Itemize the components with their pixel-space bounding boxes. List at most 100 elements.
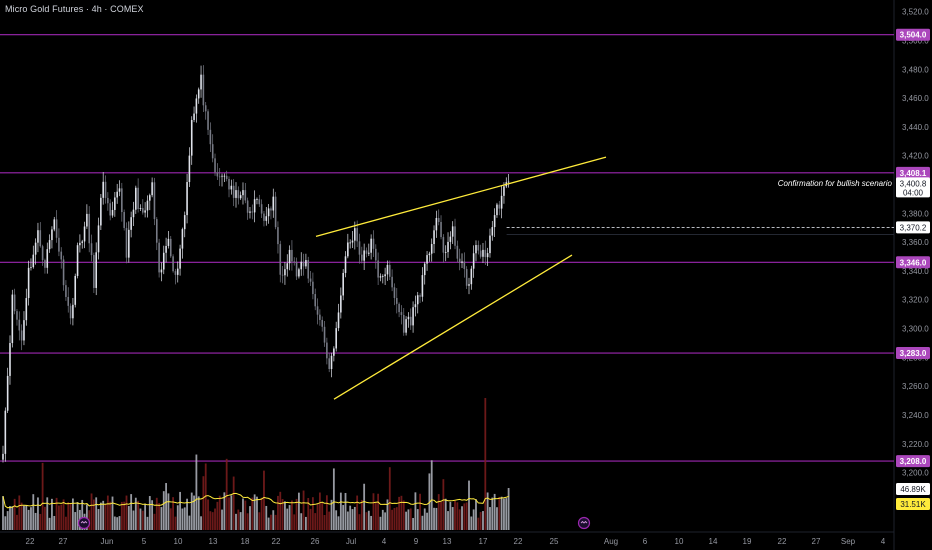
candle-body (358, 241, 361, 255)
candle-body (97, 225, 100, 253)
candle-body (137, 187, 139, 209)
volume-bar (479, 512, 482, 530)
volume-bar (92, 499, 95, 530)
candle-body (391, 276, 393, 288)
volume-bar (188, 515, 191, 530)
candle-body (62, 259, 65, 286)
volume-bar (407, 509, 410, 530)
candle-body (155, 219, 158, 243)
previous-close-tag (896, 221, 930, 234)
candle-body (277, 227, 279, 245)
volume-bar (165, 483, 167, 530)
candle-body (335, 328, 337, 349)
candle-body (125, 227, 128, 258)
volume-bar (23, 505, 25, 530)
volume-bar (4, 516, 7, 530)
volume-bar (232, 476, 235, 530)
volume-bar (200, 516, 202, 530)
wedge-upper-trendline[interactable] (315, 156, 607, 237)
level-tag (896, 28, 930, 41)
volume-bar (169, 508, 172, 530)
volume-bar (111, 496, 114, 530)
candle-body (412, 307, 414, 326)
candle-body (381, 276, 384, 277)
volume-bar (274, 514, 277, 530)
candle-body (142, 208, 144, 213)
volume-bar (72, 498, 74, 530)
volume-bar (465, 502, 468, 530)
volume-bar (32, 494, 35, 530)
candle-body (419, 295, 421, 297)
candle-body (160, 269, 163, 273)
candle-body (186, 182, 188, 216)
volume-bar (484, 398, 487, 530)
candle-body (260, 204, 263, 214)
volume-bar (16, 514, 18, 530)
volume-bar (239, 512, 242, 530)
volume-bar (381, 509, 384, 530)
candle-body (437, 217, 440, 222)
volume-bar (211, 512, 214, 530)
volume-bar (246, 513, 249, 530)
candle-body (44, 260, 46, 268)
volume-bar (62, 499, 65, 530)
volume-bar (321, 502, 324, 530)
volume-bar (423, 508, 426, 530)
x-axis-tick-label: 14 (709, 537, 718, 546)
candle-body (95, 252, 97, 288)
candle-body (267, 208, 270, 217)
candle-body (102, 181, 104, 198)
volume-bar (419, 493, 421, 530)
candle-body (88, 213, 91, 244)
volume-bar (65, 516, 67, 530)
volume-bar (37, 497, 39, 530)
candle-body (41, 246, 44, 261)
level-tag-label: 3,283.0 (900, 349, 927, 358)
candle-body (377, 260, 379, 278)
candle-body (430, 244, 433, 254)
candle-body (237, 190, 240, 199)
x-axis-tick-label: 6 (643, 537, 648, 546)
volume-bar (493, 493, 496, 530)
candle-body (244, 190, 247, 201)
candle-body (111, 209, 114, 216)
y-axis-tick-label: 3,340.0 (902, 267, 929, 276)
candle-body (479, 250, 482, 257)
volume-bar (395, 507, 398, 530)
candle-body (498, 204, 501, 209)
volume-bar (256, 496, 258, 530)
volume-bar (421, 515, 424, 530)
candle-body (305, 260, 307, 267)
candle-body (58, 237, 60, 252)
candle-body (193, 113, 195, 120)
candle-body (37, 230, 39, 243)
candle-body (151, 182, 153, 196)
candle-body (444, 252, 447, 253)
candle-body (482, 249, 484, 257)
volume-bar (498, 496, 501, 530)
y-axis-tick-label: 3,420.0 (902, 152, 929, 161)
candle-body (323, 326, 326, 343)
candle-body (312, 281, 314, 295)
candle-body (20, 330, 23, 341)
candle-body (426, 255, 428, 264)
volume-bar (475, 499, 477, 530)
candle-body (146, 200, 149, 211)
candle-body (46, 249, 49, 268)
volume-bar (372, 493, 375, 530)
candle-body (465, 269, 468, 286)
candle-body (291, 249, 293, 262)
x-axis-tick-label: 13 (209, 537, 218, 546)
candle-body (307, 260, 310, 279)
candle-body (316, 306, 319, 315)
candle-body (228, 178, 230, 190)
volume-bar (339, 492, 342, 530)
volume-bar (430, 460, 433, 530)
candle-body (90, 243, 93, 256)
volume-bar (402, 500, 405, 530)
volume-bar (6, 511, 9, 530)
wedge-lower-trendline[interactable] (333, 254, 573, 400)
candle-body (246, 200, 249, 213)
